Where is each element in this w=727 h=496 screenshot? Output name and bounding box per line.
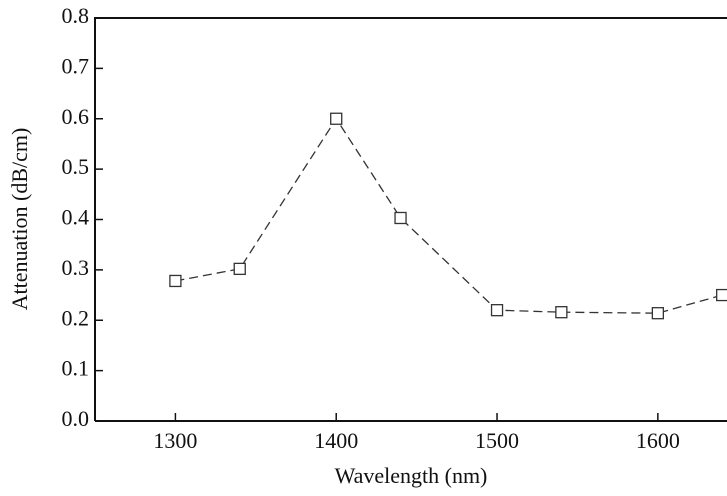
marker (330, 112, 343, 125)
x-tick-label: 1500 (475, 428, 519, 453)
marker (651, 307, 664, 320)
series-line (175, 117, 723, 314)
y-tick-label: 0.2 (62, 305, 90, 330)
y-tick-label: 0.7 (62, 53, 90, 78)
marker (716, 288, 727, 302)
marker (490, 304, 504, 317)
plot-frame (94, 17, 727, 421)
y-tick-label: 0.3 (62, 255, 90, 280)
marker (555, 306, 568, 319)
y-tick-label: 0.0 (62, 406, 90, 431)
y-tick-label: 0.1 (62, 356, 90, 381)
y-axis-label: Attenuation (dB/cm) (7, 128, 32, 311)
x-axis-label: Wavelength (nm) (335, 463, 488, 488)
x-tick-label: 1400 (314, 428, 358, 453)
y-tick-label: 0.4 (62, 205, 90, 230)
marker (169, 274, 182, 288)
y-tick-label: 0.5 (62, 154, 90, 179)
x-tick-label: 1600 (636, 428, 680, 453)
x-tick-label: 1300 (153, 428, 197, 453)
y-tick-label: 0.6 (62, 104, 90, 129)
y-tick-label: 0.8 (62, 3, 90, 28)
marker (394, 211, 407, 225)
marker (233, 262, 246, 276)
